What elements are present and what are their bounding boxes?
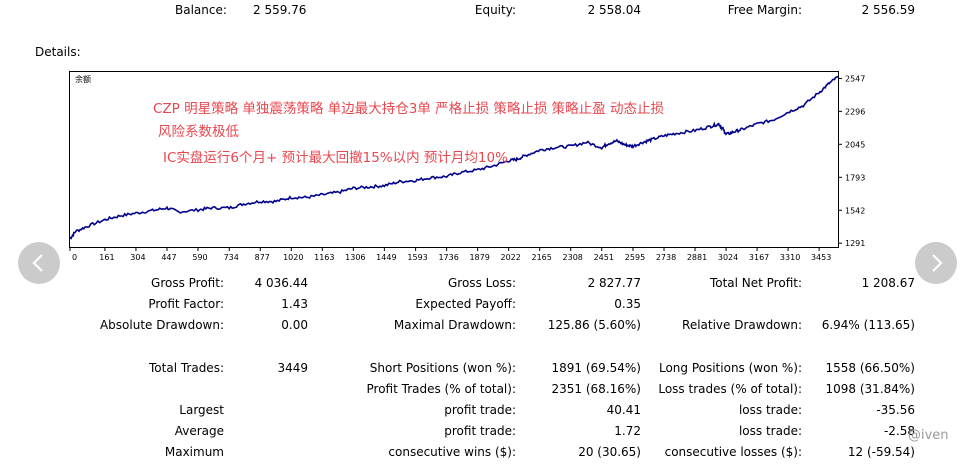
average-loss-value: -2.58 bbox=[883, 424, 915, 438]
profit-factor-label: Profit Factor: bbox=[148, 297, 224, 311]
equity-value: 2 558.04 bbox=[587, 3, 641, 17]
total-net-profit-value: 1 208.67 bbox=[861, 276, 915, 290]
x-tick-label: 590 bbox=[192, 253, 207, 262]
average-profit-label: profit trade: bbox=[444, 424, 516, 438]
gross-loss-value: 2 827.77 bbox=[587, 276, 641, 290]
total-trades-value: 3449 bbox=[277, 361, 308, 375]
maximal-drawdown-value: 125.86 (5.60%) bbox=[547, 318, 641, 332]
x-tick-label: 3167 bbox=[749, 253, 769, 262]
x-tick-label: 3453 bbox=[811, 253, 831, 262]
annotation-line-3: IC实盘运行6个月+ 预计最大回撤15%以内 预计月均10% bbox=[163, 150, 508, 166]
x-tick-label: 2738 bbox=[656, 253, 676, 262]
annotation-line-1: CZP 明星策略 单独震荡策略 单边最大持仓3单 严格止损 策略止损 策略止盈 … bbox=[153, 101, 664, 117]
free-margin-label: Free Margin: bbox=[727, 3, 802, 17]
total-net-profit-label: Total Net Profit: bbox=[709, 276, 802, 290]
chevron-right-icon bbox=[932, 254, 943, 272]
y-tick-label: 2045 bbox=[845, 140, 865, 149]
balance-series-line bbox=[69, 75, 839, 240]
y-tick-label: 1291 bbox=[845, 239, 865, 248]
y-tick-label: 2547 bbox=[845, 74, 865, 83]
average-profit-value: 1.72 bbox=[614, 424, 641, 438]
annotation-line-2: 风险系数极低 bbox=[158, 124, 239, 140]
chevron-left-icon bbox=[32, 254, 43, 272]
balance-label: Balance: bbox=[175, 3, 227, 17]
y-tick-label: 1793 bbox=[845, 173, 865, 182]
x-tick-label: 1593 bbox=[407, 253, 427, 262]
largest-label: Largest bbox=[179, 403, 224, 417]
gross-profit-label: Gross Profit: bbox=[151, 276, 224, 290]
x-tick-label: 734 bbox=[224, 253, 239, 262]
prev-button[interactable] bbox=[18, 242, 60, 284]
free-margin-value: 2 556.59 bbox=[861, 3, 915, 17]
loss-trades-label: Loss trades (% of total): bbox=[658, 382, 802, 396]
average-loss-label: loss trade: bbox=[738, 424, 802, 438]
y-tick-label: 1542 bbox=[845, 206, 865, 215]
max-losses-value: 12 (-59.54) bbox=[847, 445, 915, 459]
gross-loss-label: Gross Loss: bbox=[448, 276, 516, 290]
x-tick-label: 1306 bbox=[345, 253, 365, 262]
relative-drawdown-value: 6.94% (113.65) bbox=[821, 318, 915, 332]
x-tick-label: 1736 bbox=[438, 253, 458, 262]
x-tick-label: 1020 bbox=[283, 253, 303, 262]
maximal-drawdown-label: Maximal Drawdown: bbox=[393, 318, 516, 332]
x-tick-label: 447 bbox=[161, 253, 176, 262]
short-positions-value: 1891 (69.54%) bbox=[551, 361, 641, 375]
x-tick-label: 3310 bbox=[780, 253, 800, 262]
x-tick-label: 2022 bbox=[500, 253, 520, 262]
max-wins-value: 20 (30.65) bbox=[578, 445, 641, 459]
average-label: Average bbox=[174, 424, 224, 438]
max-wins-label: consecutive wins ($): bbox=[388, 445, 516, 459]
x-tick-label: 304 bbox=[130, 253, 145, 262]
gross-profit-value: 4 036.44 bbox=[254, 276, 308, 290]
largest-profit-value: 40.41 bbox=[606, 403, 641, 417]
x-tick-label: 3024 bbox=[718, 253, 738, 262]
absolute-drawdown-label: Absolute Drawdown: bbox=[99, 318, 224, 332]
largest-profit-label: profit trade: bbox=[444, 403, 516, 417]
x-tick-label: 1163 bbox=[314, 253, 334, 262]
expected-payoff-value: 0.35 bbox=[614, 297, 641, 311]
max-losses-label: consecutive losses ($): bbox=[664, 445, 802, 459]
loss-trades-value: 1098 (31.84%) bbox=[825, 382, 915, 396]
x-tick-label: 2881 bbox=[687, 253, 707, 262]
equity-label: Equity: bbox=[474, 3, 516, 17]
x-tick-label: 877 bbox=[255, 253, 270, 262]
watermark: @iven bbox=[908, 428, 949, 443]
x-tick-label: 2451 bbox=[594, 253, 614, 262]
total-trades-label: Total Trades: bbox=[149, 361, 224, 375]
x-tick-label: 2595 bbox=[625, 253, 645, 262]
balance-chart: 余额 bbox=[69, 71, 839, 248]
short-positions-label: Short Positions (won %): bbox=[369, 361, 516, 375]
profit-trades-value: 2351 (68.16%) bbox=[551, 382, 641, 396]
next-button[interactable] bbox=[915, 242, 957, 284]
relative-drawdown-label: Relative Drawdown: bbox=[682, 318, 802, 332]
x-tick-label: 2165 bbox=[532, 253, 552, 262]
chart-legend: 余额 bbox=[75, 75, 91, 84]
y-tick-label: 2296 bbox=[845, 107, 865, 116]
maximum-label: Maximum bbox=[164, 445, 224, 459]
expected-payoff-label: Expected Payoff: bbox=[415, 297, 516, 311]
absolute-drawdown-value: 0.00 bbox=[281, 318, 308, 332]
x-tick-label: 1449 bbox=[376, 253, 396, 262]
long-positions-value: 1558 (66.50%) bbox=[825, 361, 915, 375]
long-positions-label: Long Positions (won %): bbox=[658, 361, 802, 375]
x-tick-label: 0 bbox=[72, 253, 77, 262]
profit-trades-label: Profit Trades (% of total): bbox=[366, 382, 516, 396]
balance-value: 2 559.76 bbox=[253, 3, 307, 17]
details-label: Details: bbox=[35, 45, 81, 59]
largest-loss-label: loss trade: bbox=[738, 403, 802, 417]
profit-factor-value: 1.43 bbox=[281, 297, 308, 311]
x-tick-label: 2308 bbox=[563, 253, 583, 262]
x-tick-label: 161 bbox=[99, 253, 114, 262]
x-tick-label: 1879 bbox=[469, 253, 489, 262]
largest-loss-value: -35.56 bbox=[876, 403, 915, 417]
